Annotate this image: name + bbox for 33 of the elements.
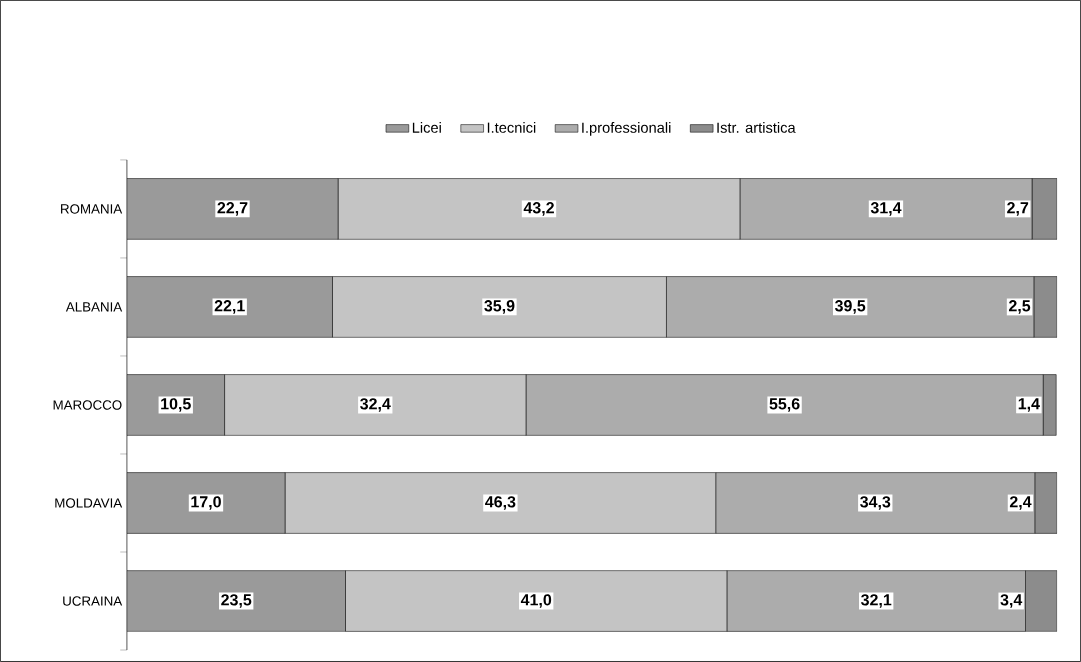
data-label: 35,9: [484, 300, 515, 314]
bar: [1034, 472, 1058, 534]
data-label: 46,3: [485, 496, 516, 510]
data-label: 10,5: [161, 398, 191, 412]
legend-label: I.tecnici: [487, 122, 536, 133]
data-label: 17,0: [191, 496, 221, 510]
y-tick-label: MOLDAVIA: [55, 498, 123, 508]
data-label: 41,0: [520, 594, 552, 608]
legend-label: Istr. artistica: [717, 122, 796, 133]
legend-label: Licei: [412, 122, 441, 133]
data-label: 43,2: [523, 202, 554, 216]
data-label: 23,5: [221, 594, 252, 608]
y-tick-label: UCRAINA: [63, 596, 123, 606]
data-label: 1,4: [1018, 398, 1040, 412]
bar: [1031, 178, 1058, 240]
data-label: 3,4: [1000, 594, 1023, 608]
data-label: 2,4: [1009, 496, 1032, 510]
legend-label: I.professionali: [582, 122, 671, 136]
data-label: 32,1: [861, 594, 892, 608]
data-label: 2,5: [1008, 300, 1031, 314]
data-label: 22,1: [214, 300, 245, 314]
data-label: 39,5: [834, 300, 866, 314]
y-tick-label: MAROCCO: [53, 400, 122, 410]
data-label: 32,4: [360, 398, 391, 412]
data-label: 2,7: [1007, 202, 1029, 216]
y-tick-label: ALBANIA: [65, 302, 123, 312]
data-label: 22,7: [217, 202, 248, 216]
data-label: 34,3: [860, 496, 891, 510]
y-tick-label: ROMANIA: [61, 204, 123, 214]
data-label: 31,4: [870, 202, 902, 216]
data-label: 55,6: [769, 398, 800, 412]
bar: [1042, 374, 1057, 436]
bar: [1025, 570, 1058, 632]
